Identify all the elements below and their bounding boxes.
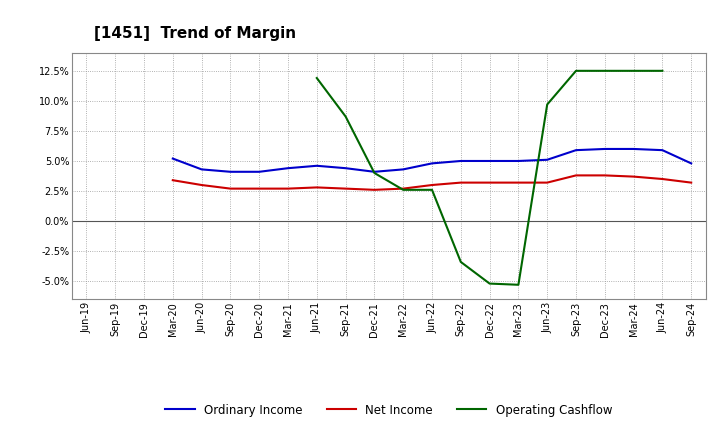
Operating Cashflow [485,281,494,286]
Operating Cashflow [399,187,408,192]
Net Income [428,182,436,187]
Ordinary Income [312,163,321,169]
Ordinary Income [456,158,465,164]
Net Income [485,180,494,185]
Operating Cashflow [456,259,465,264]
Line: Operating Cashflow: Operating Cashflow [317,71,662,285]
Ordinary Income [629,147,638,152]
Net Income [658,176,667,182]
Ordinary Income [428,161,436,166]
Net Income [600,173,609,178]
Net Income [456,180,465,185]
Operating Cashflow [312,75,321,81]
Ordinary Income [514,158,523,164]
Ordinary Income [543,157,552,162]
Net Income [572,173,580,178]
Net Income [370,187,379,192]
Operating Cashflow [514,282,523,287]
Ordinary Income [600,147,609,152]
Text: [1451]  Trend of Margin: [1451] Trend of Margin [94,26,296,41]
Operating Cashflow [341,114,350,119]
Operating Cashflow [543,102,552,107]
Line: Ordinary Income: Ordinary Income [173,149,691,172]
Ordinary Income [226,169,235,174]
Ordinary Income [284,165,292,171]
Net Income [312,185,321,190]
Net Income [197,182,206,187]
Operating Cashflow [370,170,379,176]
Operating Cashflow [428,187,436,192]
Net Income [226,186,235,191]
Net Income [399,186,408,191]
Operating Cashflow [658,68,667,73]
Ordinary Income [687,161,696,166]
Net Income [687,180,696,185]
Line: Net Income: Net Income [173,176,691,190]
Operating Cashflow [629,68,638,73]
Operating Cashflow [572,68,580,73]
Net Income [255,186,264,191]
Net Income [514,180,523,185]
Net Income [341,186,350,191]
Net Income [543,180,552,185]
Ordinary Income [572,147,580,153]
Net Income [284,186,292,191]
Operating Cashflow [600,68,609,73]
Ordinary Income [197,167,206,172]
Ordinary Income [370,169,379,174]
Ordinary Income [658,147,667,153]
Ordinary Income [341,165,350,171]
Net Income [629,174,638,179]
Legend: Ordinary Income, Net Income, Operating Cashflow: Ordinary Income, Net Income, Operating C… [161,399,617,422]
Ordinary Income [255,169,264,174]
Net Income [168,178,177,183]
Ordinary Income [399,167,408,172]
Ordinary Income [168,156,177,161]
Ordinary Income [485,158,494,164]
